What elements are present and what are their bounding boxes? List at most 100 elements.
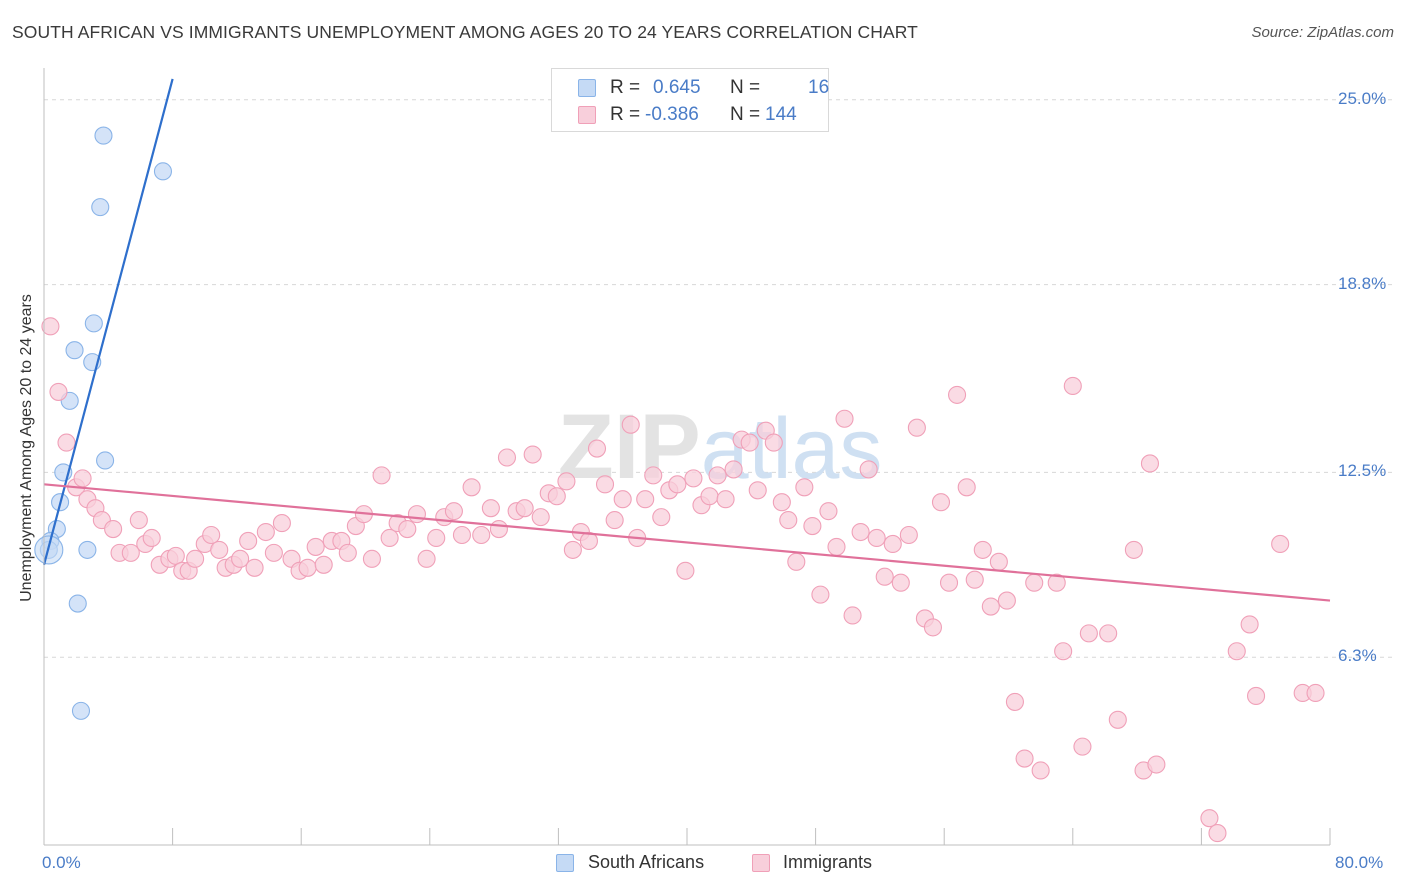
- immigrants-point: [497, 448, 517, 467]
- n-label: N =: [730, 77, 761, 98]
- y-axis-label: Unemployment Among Ages 20 to 24 years: [18, 294, 35, 602]
- immigrants-point: [684, 469, 703, 488]
- immigrants-point: [239, 531, 258, 551]
- immigrants-point: [314, 555, 333, 574]
- south-africans-legend-label: South Africans: [588, 852, 705, 872]
- immigrants-point: [724, 460, 743, 479]
- immigrants-point: [957, 478, 976, 497]
- immigrants-point: [1015, 749, 1034, 768]
- immigrants-point: [1063, 376, 1082, 396]
- immigrants-point: [427, 528, 446, 548]
- immigrants-point: [557, 472, 576, 491]
- immigrants-point: [210, 540, 229, 559]
- immigrants-point: [380, 528, 399, 548]
- immigrants-point: [875, 567, 894, 586]
- immigrants-trend-line: [43, 483, 1331, 602]
- immigrants-point: [417, 549, 436, 568]
- immigrants-point: [708, 466, 727, 485]
- south-africans-legend-swatch: [556, 854, 574, 872]
- immigrants-point: [989, 552, 1008, 571]
- immigrants-point: [939, 573, 959, 592]
- immigrants-point: [748, 481, 767, 500]
- chart-source: Source: ZipAtlas.com: [1251, 24, 1394, 41]
- immigrants-point: [779, 511, 798, 530]
- immigrants-point: [1208, 824, 1227, 843]
- immigrants-point: [1054, 642, 1073, 661]
- y-tick-label: 25.0%: [1338, 88, 1387, 108]
- immigrants-point: [867, 528, 886, 548]
- south-africans-swatch: [578, 79, 596, 97]
- immigrants-point: [547, 487, 566, 506]
- immigrants-point: [444, 502, 463, 521]
- immigrants-point: [481, 499, 500, 518]
- n-value-south-africans: 16: [808, 77, 830, 98]
- south-africans-point: [94, 126, 113, 145]
- y-tick-label: 18.8%: [1338, 273, 1387, 293]
- points-layer: [34, 126, 1325, 843]
- immigrants-point: [523, 445, 542, 464]
- immigrants-point: [899, 525, 918, 545]
- immigrants-point: [827, 537, 846, 556]
- immigrants-point: [787, 552, 806, 571]
- immigrants-point: [121, 543, 140, 562]
- immigrants-point: [716, 490, 735, 509]
- immigrants-point: [372, 466, 391, 485]
- r-label: R =: [610, 77, 641, 98]
- immigrants-point: [859, 460, 878, 479]
- south-africans-point: [91, 198, 110, 217]
- immigrants-point: [795, 478, 814, 497]
- immigrants-point: [73, 469, 92, 488]
- immigrants-point: [1079, 624, 1098, 643]
- immigrants-point: [835, 409, 854, 428]
- south-africans-point: [78, 540, 97, 559]
- n-value-immigrants: 144: [765, 104, 797, 125]
- immigrants-point: [636, 490, 655, 509]
- x-tick-label-min: 0.0%: [42, 853, 81, 872]
- immigrants-point: [973, 540, 992, 559]
- immigrants-point: [981, 597, 1000, 616]
- axis-layer: [43, 68, 1331, 846]
- r-value-immigrants: -0.386: [645, 104, 699, 125]
- immigrants-point: [515, 499, 534, 518]
- immigrants-point: [563, 540, 582, 559]
- chart-title: SOUTH AFRICAN VS IMMIGRANTS UNEMPLOYMENT…: [12, 22, 918, 42]
- immigrants-point: [1005, 692, 1024, 711]
- immigrants-point: [1031, 761, 1050, 780]
- immigrants-point: [41, 317, 60, 336]
- immigrants-point: [272, 514, 291, 533]
- immigrants-point: [883, 534, 902, 553]
- immigrants-point: [668, 475, 687, 494]
- immigrants-point: [398, 519, 417, 539]
- stats-legend: R = 0.645 N = 16 R = -0.386 N = 144: [551, 68, 829, 132]
- stats-legend-row-immigrants: R = -0.386 N = 144: [552, 102, 828, 128]
- immigrants-point: [129, 511, 148, 530]
- south-africans-point: [153, 162, 173, 181]
- immigrants-point: [652, 508, 671, 527]
- immigrants-point: [1247, 686, 1266, 706]
- immigrants-point: [452, 525, 472, 545]
- immigrants-point: [772, 493, 791, 512]
- immigrants-point: [166, 546, 185, 565]
- immigrants-point: [843, 606, 862, 625]
- immigrants-point: [740, 433, 759, 452]
- trend-layer: [42, 78, 1331, 602]
- immigrants-point: [700, 487, 719, 506]
- y-tick-label: 12.5%: [1338, 461, 1387, 481]
- south-africans-point: [71, 701, 91, 720]
- immigrants-point: [1073, 737, 1092, 756]
- south-africans-point: [96, 451, 115, 470]
- immigrants-point: [965, 570, 984, 589]
- immigrants-point: [1200, 809, 1219, 828]
- immigrants-point: [1227, 642, 1246, 661]
- y-tick-label: 6.3%: [1338, 646, 1377, 666]
- south-africans-point: [68, 594, 87, 613]
- stats-legend-row-south-africans: R = 0.645 N = 16: [552, 75, 830, 101]
- immigrants-point: [1306, 683, 1325, 703]
- immigrants-point: [891, 573, 910, 592]
- immigrants-point: [579, 531, 598, 551]
- immigrants-point: [264, 543, 283, 562]
- immigrants-point: [1025, 573, 1044, 592]
- x-tick-label-max: 80.0%: [1335, 853, 1384, 872]
- immigrants-point: [57, 433, 76, 452]
